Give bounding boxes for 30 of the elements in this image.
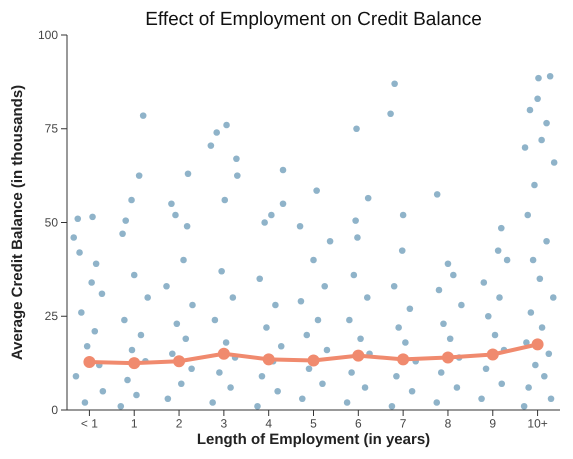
x-tick-label: 1: [130, 416, 138, 431]
point: [486, 348, 499, 360]
x-tick-label: 5: [310, 416, 318, 431]
point: [532, 338, 544, 350]
point: [262, 353, 275, 366]
point: [397, 353, 410, 366]
point: [352, 350, 364, 362]
point: [83, 356, 96, 368]
x-tick-label: 8: [444, 416, 452, 431]
y-axis-title: Average Credit Balance (in thousands): [9, 84, 26, 360]
x-axis-title: Length of Employment (in years): [196, 431, 430, 448]
point: [128, 357, 140, 370]
x-tick-label: 3: [220, 416, 228, 431]
x-tick-label: < 1: [80, 416, 98, 431]
y-tick-label: 0: [51, 402, 58, 417]
chart-title: Effect of Employment on Credit Balance: [145, 9, 482, 30]
point: [308, 354, 320, 366]
x-tick-label: 7: [400, 416, 407, 431]
x-tick-label: 6: [354, 416, 362, 431]
x-tick-label: 4: [265, 416, 272, 431]
y-tick-label: 25: [44, 309, 58, 324]
x-tick-label: 2: [176, 416, 183, 431]
point: [173, 355, 186, 368]
point: [218, 348, 230, 360]
x-tick-label: 9: [489, 416, 496, 431]
x-tick-label: 10+: [527, 416, 548, 431]
y-tick-label: 75: [44, 122, 58, 136]
y-tick-label: 50: [44, 215, 58, 230]
y-tick-label: 100: [38, 28, 58, 42]
point: [442, 352, 454, 364]
